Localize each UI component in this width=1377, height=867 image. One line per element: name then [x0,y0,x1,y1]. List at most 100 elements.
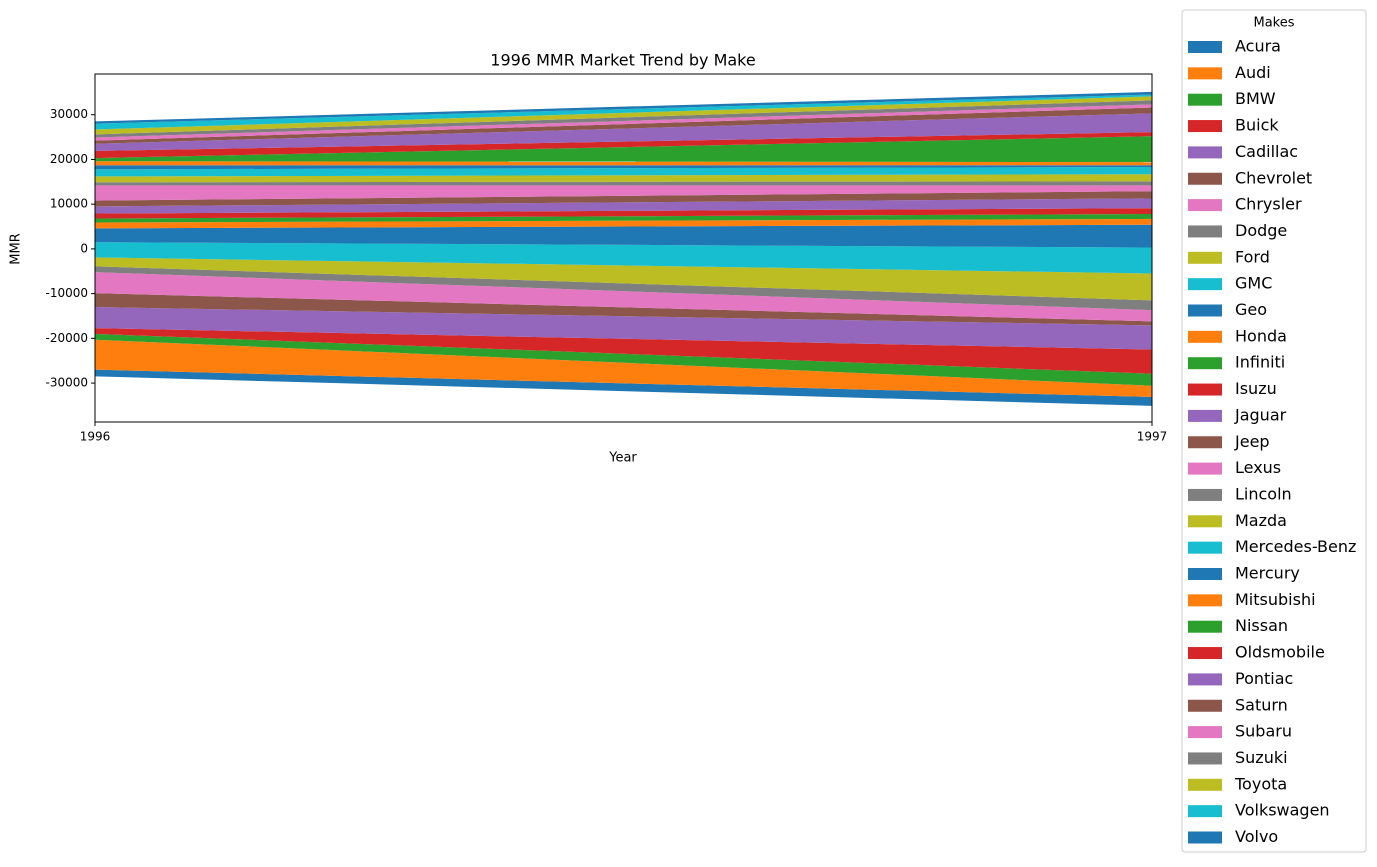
legend-label: Jaguar [1234,405,1287,424]
legend-label: Cadillac [1235,142,1298,161]
y-tick-label: 30000 [50,107,88,121]
legend-label: Toyota [1234,774,1287,793]
stream-area [95,132,1152,159]
stream-area [95,94,1152,130]
stream-area [95,293,1152,326]
legend-swatch [1188,488,1222,501]
stream-area [95,214,1152,223]
stream-area [95,218,1152,229]
legend-swatch [1188,93,1222,106]
legend-label: Isuzu [1235,379,1277,398]
legend-swatch [1188,41,1222,53]
legend-swatch [1188,805,1222,818]
stream-area [95,167,1152,177]
x-tick-label: 1997 [1137,430,1168,444]
legend-swatch [1188,778,1222,791]
legend-swatch [1188,620,1222,633]
legend-swatch [1188,278,1222,291]
legend-swatch [1188,120,1222,133]
stream-area [95,113,1152,151]
legend-swatch [1188,726,1222,739]
legend-swatch [1188,225,1222,238]
stream-area [95,181,1152,186]
legend-swatch [1188,330,1222,343]
stream-area [95,136,1152,163]
x-axis-label: Year [608,451,637,466]
legend-label: Volkswagen [1235,801,1330,820]
legend-swatch [1188,409,1222,422]
stream-area [95,242,1152,274]
legend-label: Mercury [1235,564,1300,583]
y-axis-label: MMR [9,233,24,264]
y-tick-label: 0 [80,241,88,255]
legend-swatch [1188,304,1222,317]
stream-area [95,185,1152,201]
legend-title: Makes [1253,16,1294,31]
legend-swatch [1188,515,1222,528]
legend-swatch [1188,172,1222,185]
legend-swatch [1188,251,1222,264]
legend-label: Chrysler [1235,195,1302,214]
legend-label: Volvo [1235,827,1278,846]
y-tick-label: 20000 [50,152,88,166]
stream-area [95,100,1152,138]
legend-label: Lexus [1235,458,1281,477]
legend-label: Chevrolet [1235,168,1312,187]
stream-area [95,369,1152,406]
legend-swatch [1188,357,1222,370]
legend-swatch [1188,673,1222,686]
legend-label: Saturn [1235,695,1288,714]
stream-area [95,174,1152,183]
stream-area [95,307,1152,350]
legend-swatch [1188,199,1222,212]
stream-area [95,266,1152,311]
legend-label: Subaru [1235,722,1292,741]
legend-label: Buick [1235,116,1279,135]
legend-label: BMW [1235,89,1276,108]
stream-area [95,191,1152,207]
legend-label: Ford [1235,247,1270,266]
stream-area [95,161,1152,166]
y-tick-label: -20000 [45,331,88,345]
legend-swatch [1188,752,1222,765]
stream-area [95,104,1152,141]
legend-swatch [1188,699,1222,712]
legend-label: Jeep [1234,432,1270,451]
legend-label: Mercedes-Benz [1235,537,1356,556]
stream-area [95,339,1152,397]
legend-label: Geo [1235,300,1267,319]
stream-area [95,257,1152,301]
legend-swatch [1188,594,1222,607]
legend-label: Pontiac [1235,669,1293,688]
legend-label: Infiniti [1235,353,1285,372]
y-tick-label: -30000 [45,376,88,390]
legend-label: Dodge [1235,221,1287,240]
legend-box [1181,9,1367,853]
x-tick-label: 1996 [80,430,111,444]
legend-swatch [1188,436,1222,449]
stream-area [95,328,1152,374]
stream-area [95,198,1152,214]
stream-area [95,96,1152,135]
legend-swatch [1188,647,1222,660]
legend-label: Mazda [1235,511,1287,530]
legend-label: Nissan [1235,616,1288,635]
legend-label: Suzuki [1235,748,1288,767]
stream-area [95,107,1152,144]
stream-area [95,272,1152,322]
chart-title: 1996 MMR Market Trend by Make [490,51,755,70]
y-tick-label: 10000 [50,197,88,211]
stream-area [95,333,1152,386]
stream-area [95,224,1152,248]
legend-label: Acura [1235,37,1281,56]
plot-frame [94,73,1153,423]
legend-label: GMC [1235,274,1272,293]
legend-label: Lincoln [1235,484,1292,503]
legend-swatch [1188,541,1222,554]
legend-label: Honda [1235,326,1287,345]
legend-swatch [1188,831,1222,844]
y-tick-label: -10000 [45,286,88,300]
stream-area [95,91,1152,124]
stream-area [95,165,1152,170]
stream-area [95,208,1152,219]
